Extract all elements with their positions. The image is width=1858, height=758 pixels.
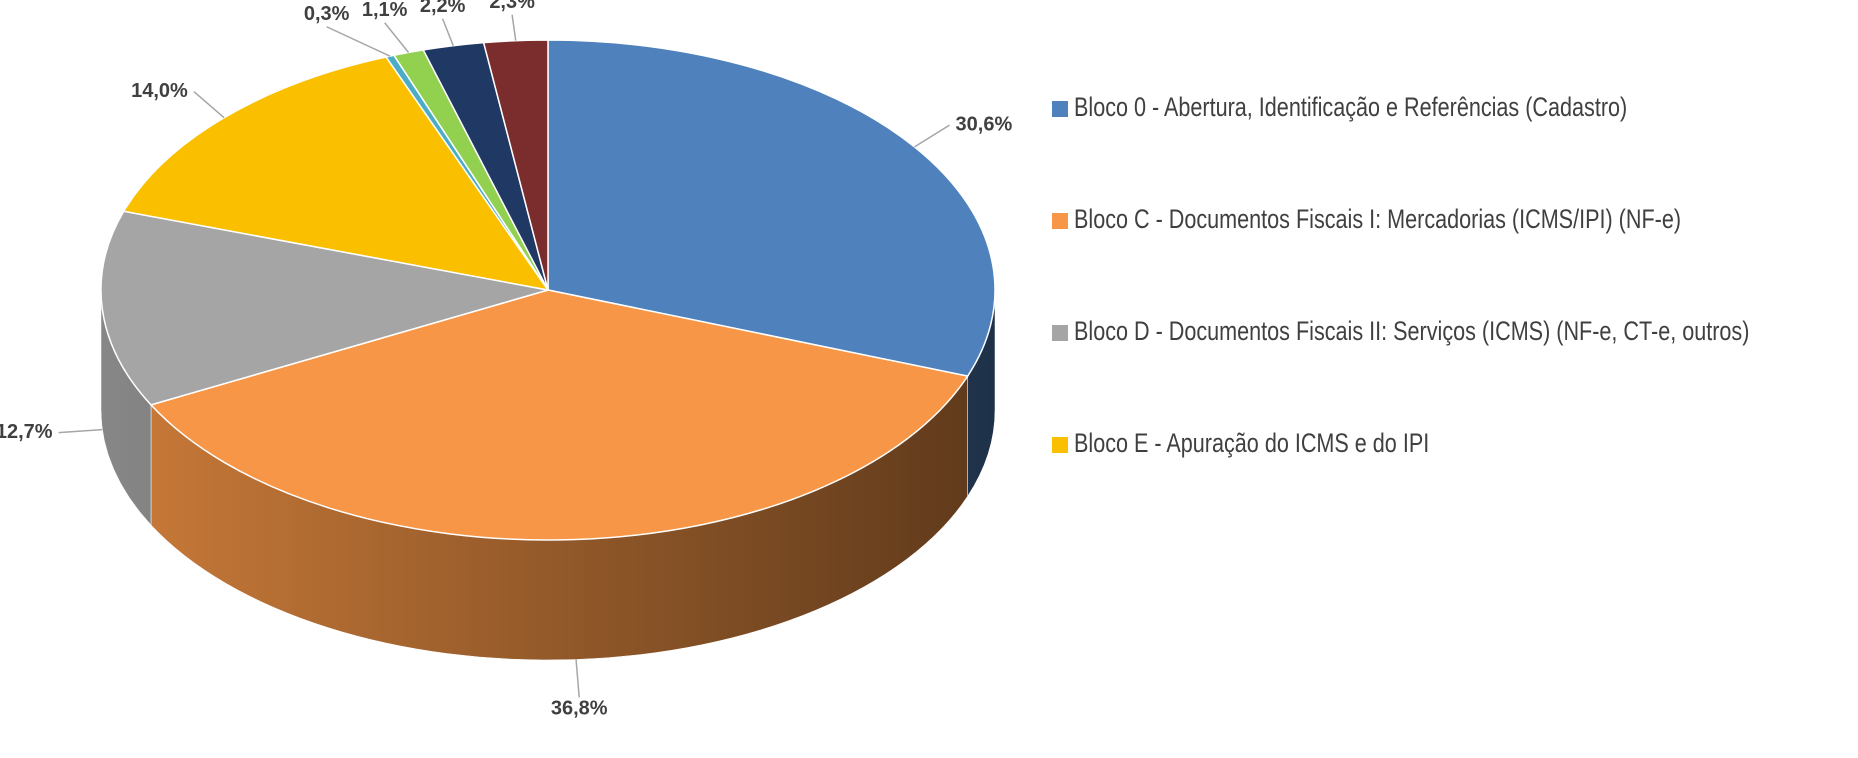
slice xyxy=(547,39,996,377)
legend: Bloco 0 - Abertura, Identificação e Refe… xyxy=(1052,93,1749,459)
legend-label: Bloco E - Apuração do ICMS e do IPI xyxy=(1074,429,1429,459)
leader-line xyxy=(326,26,391,57)
legend-text-group: Bloco C - Documentos Fiscais I: Mercador… xyxy=(1074,205,1681,235)
legend-swatch xyxy=(1052,437,1068,453)
slice xyxy=(122,56,550,292)
legend-text-group: Bloco E - Apuração do ICMS e do IPI xyxy=(1074,429,1429,459)
data-label: 12,7% xyxy=(0,421,53,443)
data-label: 2,2% xyxy=(420,0,466,17)
legend-label: Bloco 0 - Abertura, Identificação e Refe… xyxy=(1074,93,1627,123)
leader-line xyxy=(384,22,410,53)
data-label: 0,3% xyxy=(304,3,350,25)
leader-line xyxy=(193,90,225,119)
slice xyxy=(149,289,969,541)
leader-line xyxy=(575,659,580,698)
slice xyxy=(100,210,549,406)
legend-text-group: Bloco D - Documentos Fiscais II: Serviço… xyxy=(1074,317,1749,347)
data-label: 14,0% xyxy=(131,80,188,102)
legend-label: Bloco C - Documentos Fiscais I: Mercador… xyxy=(1074,205,1681,235)
data-label: 2,3% xyxy=(489,0,535,13)
slice xyxy=(482,39,549,291)
leader-line xyxy=(58,428,103,434)
leader-line xyxy=(511,14,517,41)
legend-swatch xyxy=(1052,325,1068,341)
data-label: 36,8% xyxy=(551,698,608,720)
legend-label: Bloco D - Documentos Fiscais II: Serviço… xyxy=(1074,317,1749,347)
legend-text-group: Bloco 0 - Abertura, Identificação e Refe… xyxy=(1074,93,1627,123)
leader-line xyxy=(914,124,950,148)
legend-swatch xyxy=(1052,101,1068,117)
data-label: 1,1% xyxy=(362,0,408,21)
legend-swatch xyxy=(1052,213,1068,229)
data-label: 30,6% xyxy=(956,113,1013,135)
leader-line xyxy=(441,18,454,46)
